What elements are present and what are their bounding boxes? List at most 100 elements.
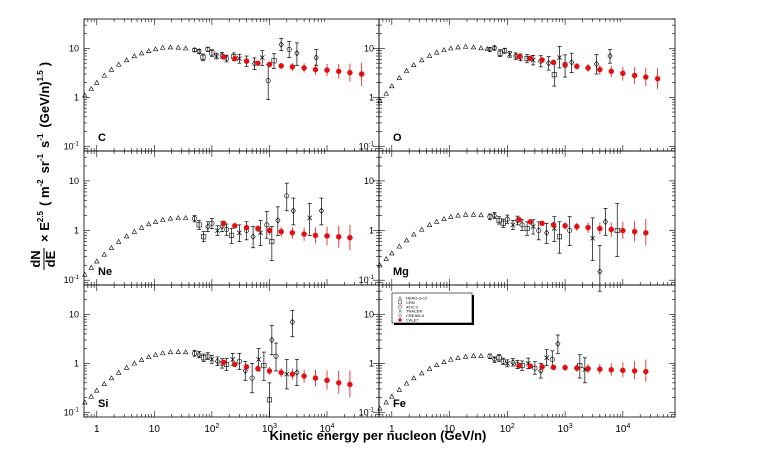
y-title-numerator: dN [28, 250, 43, 267]
data-point [294, 49, 300, 57]
legend-marker [398, 305, 402, 309]
heao-point [470, 353, 477, 358]
calet-point [301, 231, 307, 237]
calet-point [347, 69, 353, 76]
data-point [264, 222, 270, 228]
heao-point [108, 66, 115, 72]
calet-point [289, 371, 296, 377]
data-point [278, 41, 284, 48]
heao-point [448, 213, 454, 219]
heao-point [94, 79, 100, 85]
panel-label: Si [98, 398, 108, 410]
heao-point [115, 238, 122, 244]
data-point [236, 56, 242, 62]
data-point [510, 222, 516, 228]
heao-point [389, 393, 395, 399]
heao-point [434, 362, 440, 367]
heao-point [88, 85, 94, 91]
heao-point [123, 57, 130, 63]
data-point [289, 318, 295, 326]
calet-point [266, 227, 273, 234]
heao-point [175, 349, 181, 354]
calet-point [597, 366, 603, 372]
data-point [502, 48, 508, 54]
data-point [269, 336, 275, 344]
data-point [236, 358, 242, 364]
calet-point [631, 228, 638, 235]
heao-point [146, 354, 152, 360]
panel-label: Fe [393, 398, 406, 410]
data-point [205, 353, 211, 359]
heao-point [108, 244, 115, 250]
y-tick-label: 1 [369, 358, 374, 368]
data-point [209, 50, 215, 56]
data-point [496, 217, 502, 223]
x-tick-label: 1 [389, 424, 395, 435]
calet-point [278, 369, 284, 376]
heao-point [396, 386, 403, 392]
calet-point [550, 364, 557, 371]
x-axis-title: Kinetic energy per nucleon (GeV/n) [270, 428, 487, 443]
panel-o: 10 1 10-1 O [359, 18, 676, 152]
data-point [209, 357, 215, 362]
legend-marker [398, 318, 402, 322]
x-tick-label: 104 [320, 423, 335, 435]
data-point [544, 229, 550, 237]
heao-point [455, 44, 461, 50]
calet-point [527, 55, 534, 62]
data-point [313, 54, 319, 61]
calet-point [289, 230, 296, 236]
data-point [286, 47, 292, 53]
heao-point [182, 349, 189, 355]
heao-point [403, 237, 410, 243]
data-point [192, 350, 198, 356]
y-tick-label: 1 [74, 358, 79, 368]
panel-si: 10 1 10-1 Si [64, 284, 380, 418]
heao-point [434, 218, 440, 224]
heao-point [441, 359, 447, 364]
heao-point [167, 215, 174, 221]
calet-point [255, 60, 261, 66]
data-point [196, 48, 202, 55]
x-tick-label: 10 [149, 424, 161, 435]
calet-point [608, 366, 615, 373]
calet-point [278, 228, 284, 235]
data-point [275, 217, 281, 224]
heao-point [462, 211, 469, 217]
data-point [593, 60, 600, 68]
data-point [318, 207, 325, 215]
data-point [229, 232, 235, 238]
calet-point [620, 70, 626, 77]
heao-point [138, 357, 145, 362]
y-tick-label: 10-1 [359, 141, 375, 151]
calet-point [539, 57, 545, 63]
data-point [487, 214, 493, 220]
heao-point [138, 50, 145, 56]
heao-point [478, 45, 484, 51]
calet-point [347, 381, 353, 388]
heao-point [131, 53, 138, 59]
calet-point [312, 66, 319, 73]
heao-point [175, 215, 181, 220]
calet-point [232, 222, 238, 229]
calet-point [631, 368, 638, 374]
legend-entry-label: ATIC-2 [406, 304, 419, 309]
data-point [510, 359, 516, 366]
panel-c: 10 1 10-1 C [64, 18, 380, 152]
calet-point [312, 375, 319, 381]
calet-point [608, 226, 615, 233]
x-tick-label: 103 [558, 423, 573, 435]
x-tick-label: 1 [94, 424, 100, 435]
calet-point [539, 220, 545, 227]
calet-point [336, 380, 342, 386]
data-point [491, 356, 498, 363]
data-point [487, 353, 493, 359]
calet-point [301, 373, 307, 379]
data-point [201, 234, 207, 240]
calet-point [574, 63, 580, 70]
heao-point [152, 46, 159, 52]
heao-point [131, 228, 138, 234]
calet-point [243, 364, 250, 370]
data-point [538, 367, 544, 375]
